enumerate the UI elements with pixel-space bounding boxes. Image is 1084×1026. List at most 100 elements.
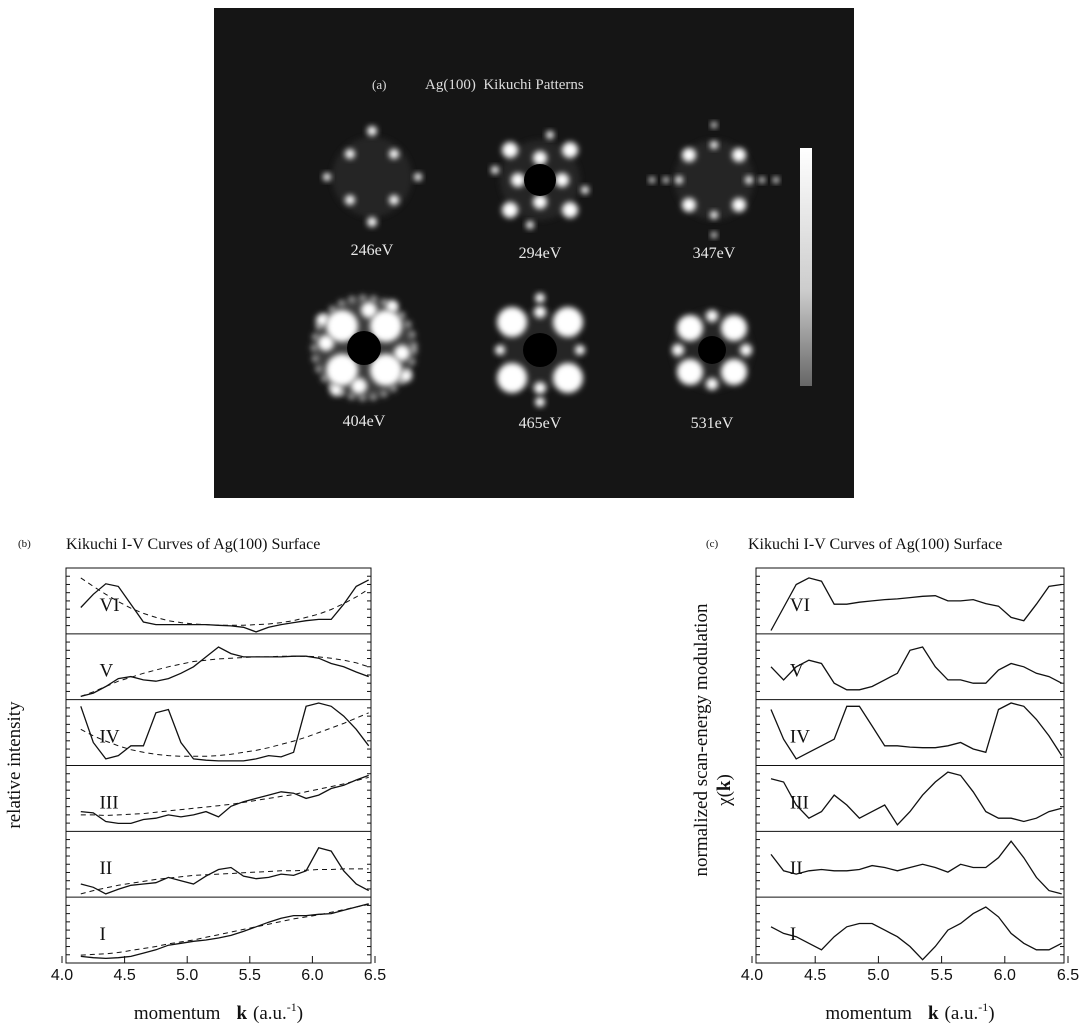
pattern-label: 531eV: [691, 415, 734, 432]
iv-curve: [80, 702, 370, 762]
x-axis-label-part: ): [297, 1003, 303, 1024]
y-axis-label: relative intensity: [4, 701, 25, 829]
pattern-spot: [389, 149, 399, 159]
pattern-spot: [663, 177, 669, 183]
pattern-spot: [370, 310, 402, 342]
pattern-spot: [555, 173, 569, 187]
curve-label: IV: [790, 726, 810, 747]
pattern-spot: [386, 300, 398, 312]
pattern-spot: [526, 221, 534, 229]
iv-curve: [80, 903, 369, 960]
fit-curve: [80, 712, 369, 757]
pattern-spot: [534, 306, 546, 318]
pattern-spot: [389, 195, 399, 205]
pattern-spot: [581, 186, 589, 194]
kikuchi-pattern: 294eV: [491, 131, 589, 262]
curve-label: III: [790, 792, 809, 813]
pattern-hole: [698, 336, 726, 364]
y-axis-label-part: ): [714, 774, 735, 780]
x-axis-label-part: k: [928, 1003, 939, 1024]
pattern-spot: [535, 397, 545, 407]
pattern-hole: [524, 164, 556, 196]
x-axis-label-part: momentum: [134, 1003, 221, 1024]
pattern-spot: [553, 307, 583, 337]
curve-label: V: [790, 661, 804, 682]
pattern-label: 404eV: [343, 413, 386, 430]
pattern-spot: [675, 176, 683, 184]
pattern-spot: [323, 173, 331, 181]
x-tick-label: 4.5: [804, 967, 826, 984]
pattern-spot: [562, 202, 578, 218]
x-tick-label: 5.0: [176, 967, 198, 984]
pattern-spot: [330, 384, 342, 396]
pattern-spot: [351, 378, 367, 394]
iv-curve: [80, 579, 369, 633]
kikuchi-pattern: 531eV: [672, 310, 752, 432]
pattern-spot: [497, 363, 527, 393]
iv-curve: [770, 771, 1062, 826]
pattern-spot: [318, 335, 334, 351]
x-tick-label: 6.5: [1057, 967, 1079, 984]
pattern-spot: [533, 151, 547, 165]
kikuchi-pattern: 347eV: [649, 122, 779, 262]
pattern-glow: [674, 140, 754, 220]
x-axis-label-part: (a.u.: [253, 1003, 287, 1024]
pattern-panel: [214, 8, 854, 498]
pattern-spot: [732, 198, 746, 212]
iv-curve: [80, 847, 370, 895]
panel-label: (b): [18, 538, 31, 550]
curve-label: I: [790, 924, 796, 945]
pattern-label: 246eV: [351, 242, 394, 259]
pattern-spot: [706, 310, 718, 322]
fit-curve: [80, 577, 369, 626]
iv-curve: [80, 774, 369, 825]
pattern-spot: [326, 310, 358, 342]
pattern-spot: [773, 177, 779, 183]
curve-label: IV: [100, 726, 120, 747]
pattern-spot: [740, 344, 752, 356]
fit-curve: [80, 868, 369, 895]
y-axis-label: normalized scan-energy modulation: [691, 603, 712, 876]
panel-label: (c): [706, 538, 719, 550]
pattern-label: 294eV: [519, 245, 562, 262]
pattern-spot: [553, 363, 583, 393]
pattern-label: 347eV: [693, 245, 736, 262]
kikuchi-pattern: 246eV: [323, 126, 422, 259]
x-tick-label: 6.5: [364, 967, 386, 984]
pattern-spot: [711, 122, 717, 128]
x-axis-label-part: k: [236, 1003, 247, 1024]
x-tick-label: 5.5: [239, 967, 261, 984]
pattern-spot: [414, 173, 422, 181]
pattern-ring: [311, 295, 417, 401]
chart-title: Kikuchi I-V Curves of Ag(100) Surface: [66, 536, 320, 553]
pattern-spot: [345, 149, 355, 159]
pattern-spot: [367, 217, 377, 227]
iv-curve: [770, 577, 1062, 631]
x-axis-label-part: ): [988, 1003, 994, 1024]
y-axis-label-2: χ(k): [714, 774, 735, 807]
pattern-hole: [523, 333, 557, 367]
y-axis-label-part: k: [714, 780, 735, 791]
chart-title: Kikuchi I-V Curves of Ag(100) Surface: [748, 536, 1002, 553]
panel-label: (a): [372, 77, 386, 92]
pattern-spot: [491, 166, 499, 174]
pattern-spot: [316, 314, 328, 326]
pattern-spot: [367, 126, 377, 136]
x-tick-label: 4.5: [113, 967, 135, 984]
x-axis-label: momentum k (a.u.-1): [825, 1000, 994, 1024]
pattern-spot: [546, 131, 554, 139]
x-tick-label: 6.0: [301, 967, 323, 984]
pattern-spot: [394, 345, 410, 361]
pattern-spot: [710, 211, 718, 219]
pattern-spot: [759, 177, 765, 183]
pattern-spot: [677, 359, 703, 385]
panel-title: Ag(100) Kikuchi Patterns: [425, 77, 584, 93]
iv-curve: [80, 646, 369, 698]
x-axis-label-part: momentum: [825, 1003, 912, 1024]
color-bar: [800, 148, 812, 386]
x-tick-label: 6.0: [994, 967, 1016, 984]
pattern-spot: [711, 232, 717, 238]
pattern-spot: [682, 198, 696, 212]
curve-label: III: [100, 792, 119, 813]
